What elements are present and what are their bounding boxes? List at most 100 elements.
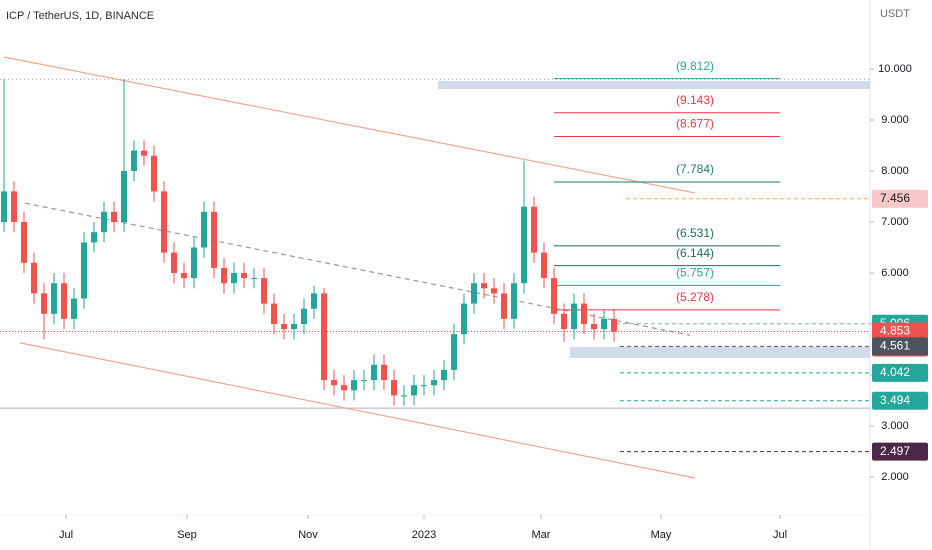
price-tag [872,442,928,461]
candle-body [321,293,327,381]
trendline [24,202,691,336]
x-tick-label: Jul [59,529,73,541]
candle-body [231,273,237,284]
x-tick-label: May [651,529,672,541]
candle-body [441,369,447,381]
candle-body [171,252,177,274]
candle-body [601,318,607,330]
zone [570,347,870,359]
candle-body [481,283,487,289]
candle-body [371,364,377,381]
candle-body [141,150,147,156]
candle-body [151,155,157,192]
fib-label: (5.757) [676,266,714,280]
price-tag [872,337,928,356]
y-tick-label: 6.000 [881,267,909,279]
candle-body [161,191,167,253]
candle-body [261,278,267,304]
fib-label: (6.531) [676,226,714,240]
price-tag-label: 4.853 [880,324,910,338]
candle-body [101,211,107,233]
y-tick-label: 3.000 [881,420,909,432]
candle-body [81,242,87,299]
candle-body [421,385,427,387]
price-tag [872,189,928,208]
x-tick-label: Nov [298,529,318,541]
trendline [3,56,696,194]
candle-body [611,318,617,332]
candle-body [301,308,307,325]
price-tag-label: 3.494 [880,393,910,407]
candle-body [511,283,517,319]
candle-body [281,324,287,330]
candle-body [561,313,567,330]
candle-body [111,211,117,223]
fib-label: (6.144) [676,246,714,260]
candle-body [591,324,597,330]
candle-body [451,334,457,370]
candle-body [571,303,577,330]
candle-body [391,380,397,396]
candle-body [61,283,67,319]
y-tick-label: 8.000 [881,165,909,177]
candle-body [551,278,557,314]
candle-body [461,303,467,335]
candle-body [351,380,357,391]
fib-label: (9.143) [676,93,714,107]
candle-body [191,247,197,279]
price-tag-label: 2.497 [880,444,910,458]
candle-body [91,232,97,243]
candle-body [401,395,407,397]
zone [438,80,870,89]
y-tick-label: 9.000 [881,114,909,126]
candle-body [241,273,247,279]
fib-label: (9.812) [676,59,714,73]
candle-body [1,191,7,223]
chart-title: ICP / TetherUS, 1D, BINANCE [6,10,154,22]
candle-body [181,273,187,279]
y-tick-label: 7.000 [881,216,909,228]
candle-body [471,283,477,304]
trendline [19,342,696,479]
candle-body [121,171,127,223]
y-tick-label: 10.000 [878,63,912,75]
x-tick-label: 2023 [412,529,436,541]
candle-body [501,293,507,319]
candle-body [521,206,527,284]
price-tag [872,391,928,410]
candle-body [381,364,387,381]
candle-body [11,191,17,223]
candle-body [221,267,227,284]
x-tick-label: Mar [532,529,551,541]
price-tag-label: 7.456 [880,191,910,205]
candle-body [271,303,277,325]
x-tick-label: Sep [177,529,197,541]
candle-body [71,298,77,319]
price-tag [872,363,928,382]
candle-body [581,303,587,325]
fib-label: (5.278) [676,290,714,304]
candle-body [331,380,337,386]
candle-body [211,211,217,268]
candle-body [311,293,317,309]
price-tag-label: 4.042 [880,365,910,379]
candle-body [51,283,57,314]
price-tag-label: 4.561 [880,339,910,353]
candle-body [361,380,367,382]
candle-body [291,324,297,330]
candle-body [531,206,537,253]
candle-body [491,288,497,294]
candle-body [541,252,547,279]
fib-label: (8.677) [676,117,714,131]
candle-body [251,278,257,280]
x-tick-label: Jul [773,529,787,541]
candle-body [201,211,207,248]
candle-body [131,150,137,172]
currency-label: USDT [880,8,910,20]
candle-body [411,385,417,396]
candle-body [31,262,37,294]
candle-body [431,380,437,386]
candle-body [341,385,347,391]
